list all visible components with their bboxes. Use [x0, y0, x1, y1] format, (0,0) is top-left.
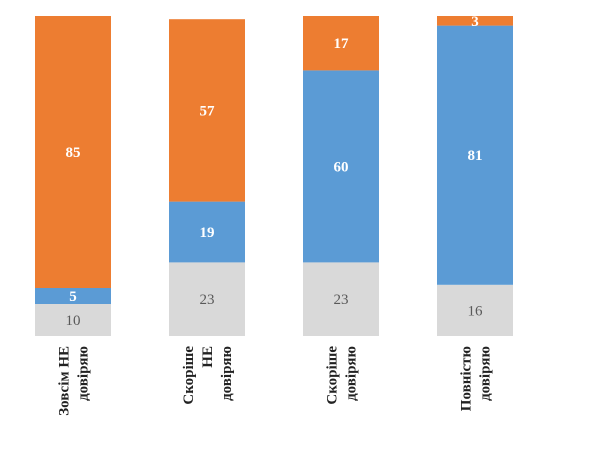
- bar-segment: [35, 304, 111, 336]
- data-label: 17: [334, 36, 350, 52]
- category-label: НЕ: [200, 346, 216, 368]
- category-label: Скоріше: [181, 346, 197, 405]
- data-label: 23: [334, 292, 349, 308]
- bar-segment: [169, 19, 245, 202]
- bar-segment: [35, 16, 111, 288]
- bar-segment: [303, 70, 379, 263]
- data-label: 16: [468, 303, 484, 319]
- bar-segment: [169, 201, 245, 263]
- bar-segment: [303, 16, 379, 71]
- category-label: довіряю: [344, 346, 360, 401]
- bar-segment: [437, 284, 513, 336]
- category-label: довіряю: [76, 346, 92, 401]
- data-label: 19: [200, 225, 215, 241]
- bar-segment: [437, 16, 513, 26]
- category-label: Повністю: [459, 346, 475, 411]
- bar-segment: [35, 288, 111, 304]
- category-label: довіряю: [478, 346, 494, 401]
- category-label: Скоріше: [325, 346, 341, 405]
- bar-segment: [303, 262, 379, 336]
- bar-segment: [437, 25, 513, 285]
- data-label: 85: [66, 145, 81, 161]
- data-label: 5: [69, 289, 77, 305]
- data-label: 23: [200, 292, 215, 308]
- bar-segment: [169, 262, 245, 336]
- data-label: 60: [334, 159, 349, 175]
- category-label: Зовсім НЕ: [57, 346, 73, 416]
- data-label: 81: [468, 148, 483, 164]
- data-label: 3: [471, 14, 479, 30]
- data-label: 10: [66, 313, 81, 329]
- category-label: довіряю: [219, 346, 235, 401]
- data-label: 57: [200, 103, 216, 119]
